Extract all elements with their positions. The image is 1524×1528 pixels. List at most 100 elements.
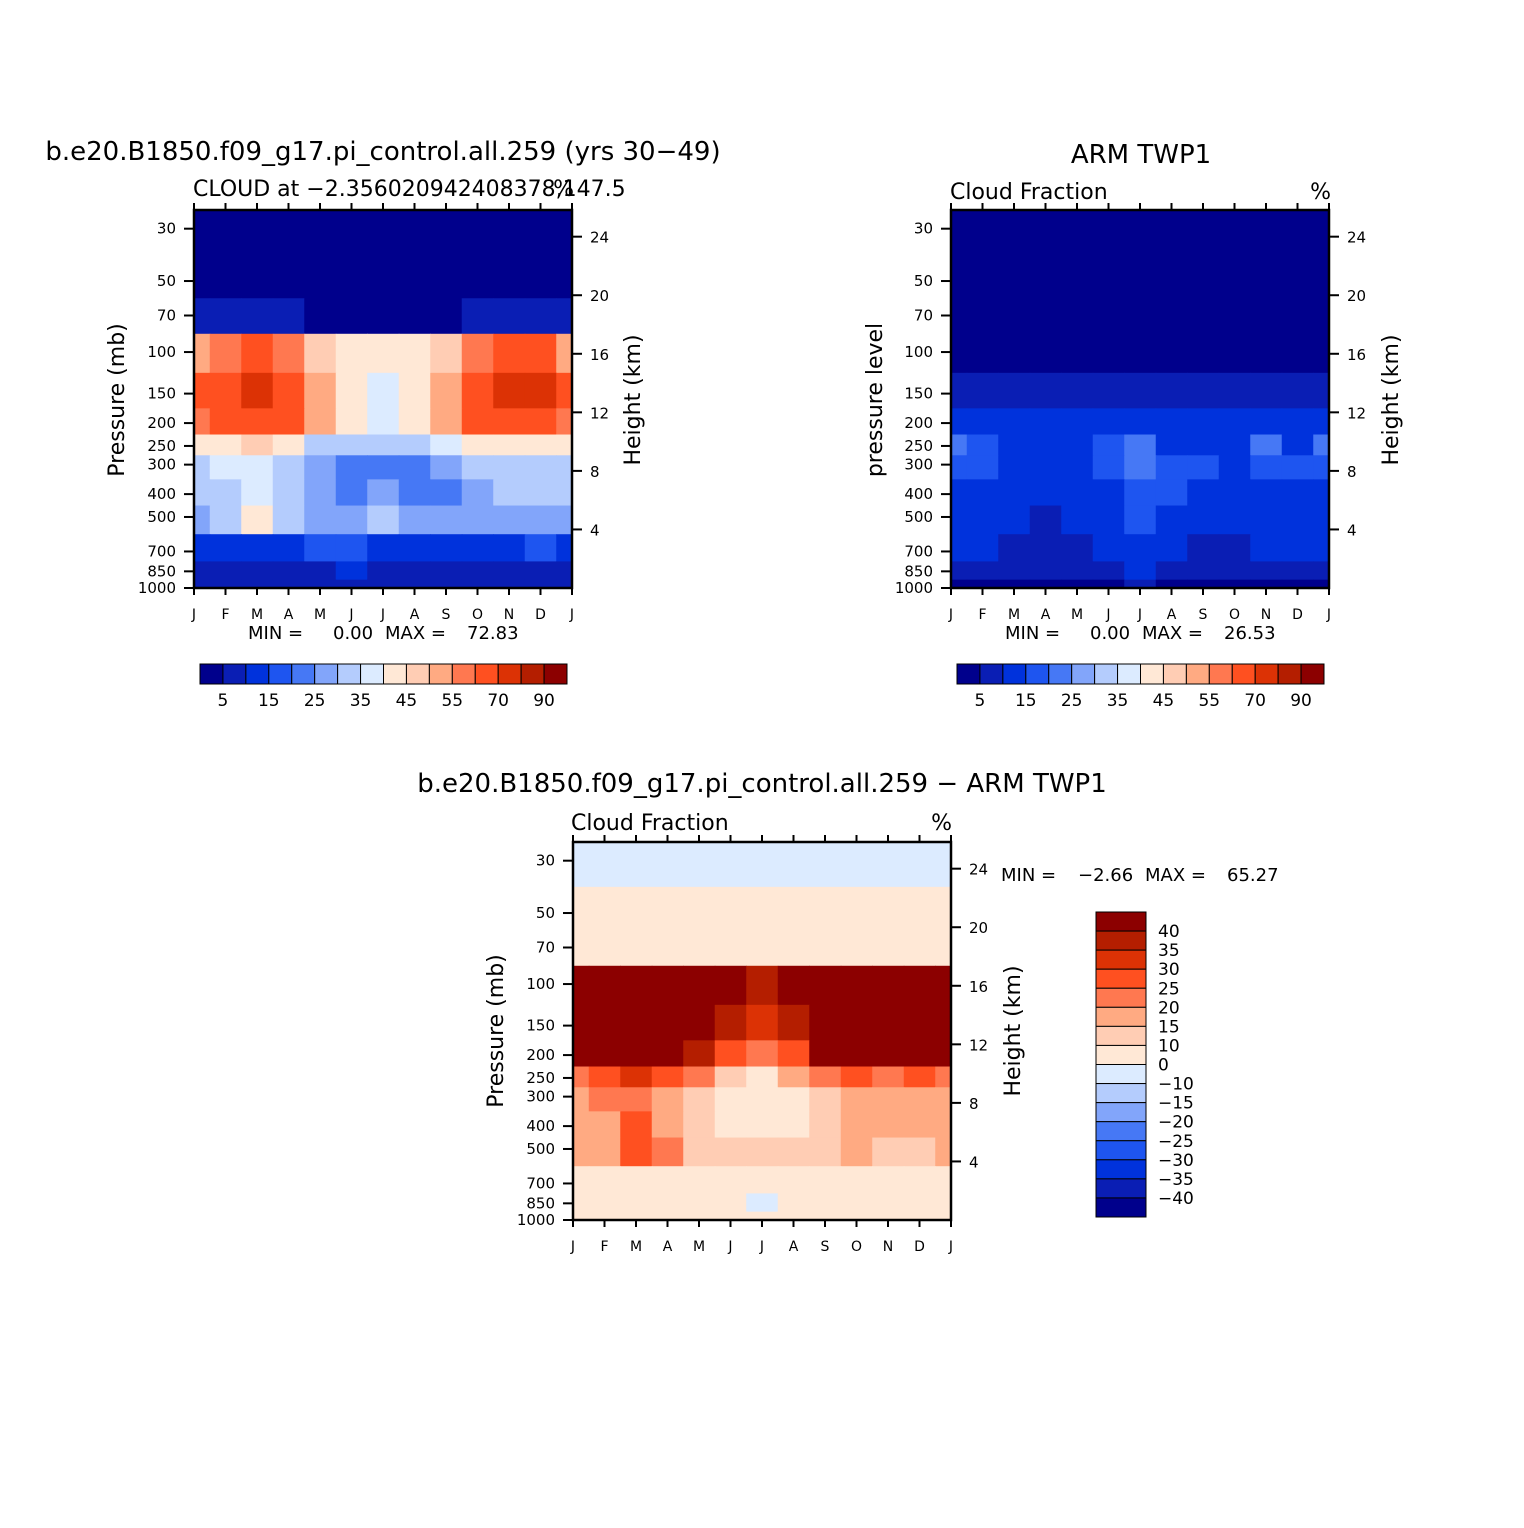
heatmap-cell [573,1211,590,1221]
heatmap-cell [746,1040,779,1068]
heatmap-cell [588,886,621,931]
heatmap-cell [461,434,494,456]
heatmap-cell [998,254,1031,299]
x-tick-label: A [284,607,294,623]
heatmap-cell [840,1066,873,1088]
heatmap-cell [651,1193,684,1213]
heatmap-cell [430,455,463,480]
panel-obs-cells [951,210,1330,589]
y-tick-label: 1000 [517,1211,555,1229]
heatmap-cell [398,254,431,299]
heatmap-cell [777,930,810,967]
heatmap-cell [809,1004,842,1041]
heatmap-cell [1187,298,1220,335]
x-tick-label: D [535,607,546,623]
x-tick-label: M [251,607,263,623]
panel-obs-y2label: Height (km) [1379,334,1404,465]
heatmap-cell [872,1066,905,1088]
heatmap-cell [1124,434,1157,456]
heatmap-cell [1029,254,1062,299]
heatmap-cell [588,1040,621,1068]
y-tick-label: 1000 [138,579,176,597]
heatmap-cell [1187,579,1220,589]
heatmap-cell [903,1087,936,1112]
heatmap-cell [951,455,968,480]
heatmap-cell [493,505,526,535]
heatmap-cell [903,1004,936,1041]
heatmap-cell [1061,333,1094,374]
heatmap-cell [1092,579,1125,589]
panel-diff-y2label: Height (km) [1001,965,1026,1096]
heatmap-cell [1124,479,1157,507]
colorbar-swatch [1095,1006,1147,1027]
heatmap-cell [620,886,653,931]
heatmap-cell [461,333,494,374]
heatmap-cell [714,1066,747,1088]
heatmap-cell [493,479,526,507]
heatmap-cell [398,333,431,374]
y2-tick-label: 4 [590,521,600,539]
heatmap-cell [335,455,368,480]
heatmap-cell [998,210,1031,256]
heatmap-cell [1250,408,1283,436]
heatmap-cell [493,372,526,409]
heatmap-cell [556,434,573,456]
heatmap-cell [809,1111,842,1139]
heatmap-cell [1218,434,1251,456]
heatmap-cell [209,455,242,480]
heatmap-cell [493,434,526,456]
heatmap-cell [809,1211,842,1221]
heatmap-cell [524,333,557,374]
heatmap-cell [935,842,952,888]
heatmap-cell [367,479,400,507]
heatmap-cell [556,561,573,581]
x-tick-label: A [1041,607,1051,623]
panel-model-max-label: MAX = [385,623,446,644]
heatmap-cell [1250,455,1283,480]
heatmap-cell [493,579,526,589]
heatmap-cell [1218,505,1251,535]
y2-tick-label: 8 [1347,463,1357,481]
heatmap-cell [651,1087,684,1112]
heatmap-cell [951,333,968,374]
heatmap-cell [335,505,368,535]
heatmap-cell [194,408,211,436]
y2-tick-label: 12 [969,1036,988,1054]
y-tick-label: 400 [904,485,933,503]
heatmap-cell [272,254,305,299]
heatmap-cell [524,579,557,589]
heatmap-cell [461,455,494,480]
heatmap-cell [367,434,400,456]
heatmap-cell [651,1004,684,1041]
heatmap-cell [951,434,968,456]
heatmap-cell [524,505,557,535]
heatmap-cell [194,455,211,480]
y-tick-label: 70 [914,307,933,325]
heatmap-cell [272,333,305,374]
heatmap-cell [651,930,684,967]
y-tick-label: 700 [904,542,933,560]
heatmap-cell [304,408,337,436]
heatmap-cell [998,408,1031,436]
colorbar-label: −30 [1158,1151,1194,1171]
heatmap-cell [998,579,1031,589]
heatmap-cell [1092,561,1125,581]
heatmap-cell [556,534,573,562]
heatmap-cell [241,408,274,436]
colorbar-swatch [1095,911,1147,932]
y-tick-label: 70 [536,939,555,957]
heatmap-cell [620,1211,653,1221]
heatmap-cell [209,561,242,581]
heatmap-cell [1187,210,1220,256]
y2-tick-label: 8 [590,463,600,481]
heatmap-cell [1029,298,1062,335]
heatmap-cell [651,1211,684,1221]
heatmap-cell [367,210,400,256]
heatmap-cell [777,1211,810,1221]
x-tick-label: D [914,1239,925,1255]
y-tick-label: 300 [904,456,933,474]
heatmap-cell [461,372,494,409]
heatmap-cell [1250,579,1283,589]
x-tick-label: M [1071,607,1083,623]
